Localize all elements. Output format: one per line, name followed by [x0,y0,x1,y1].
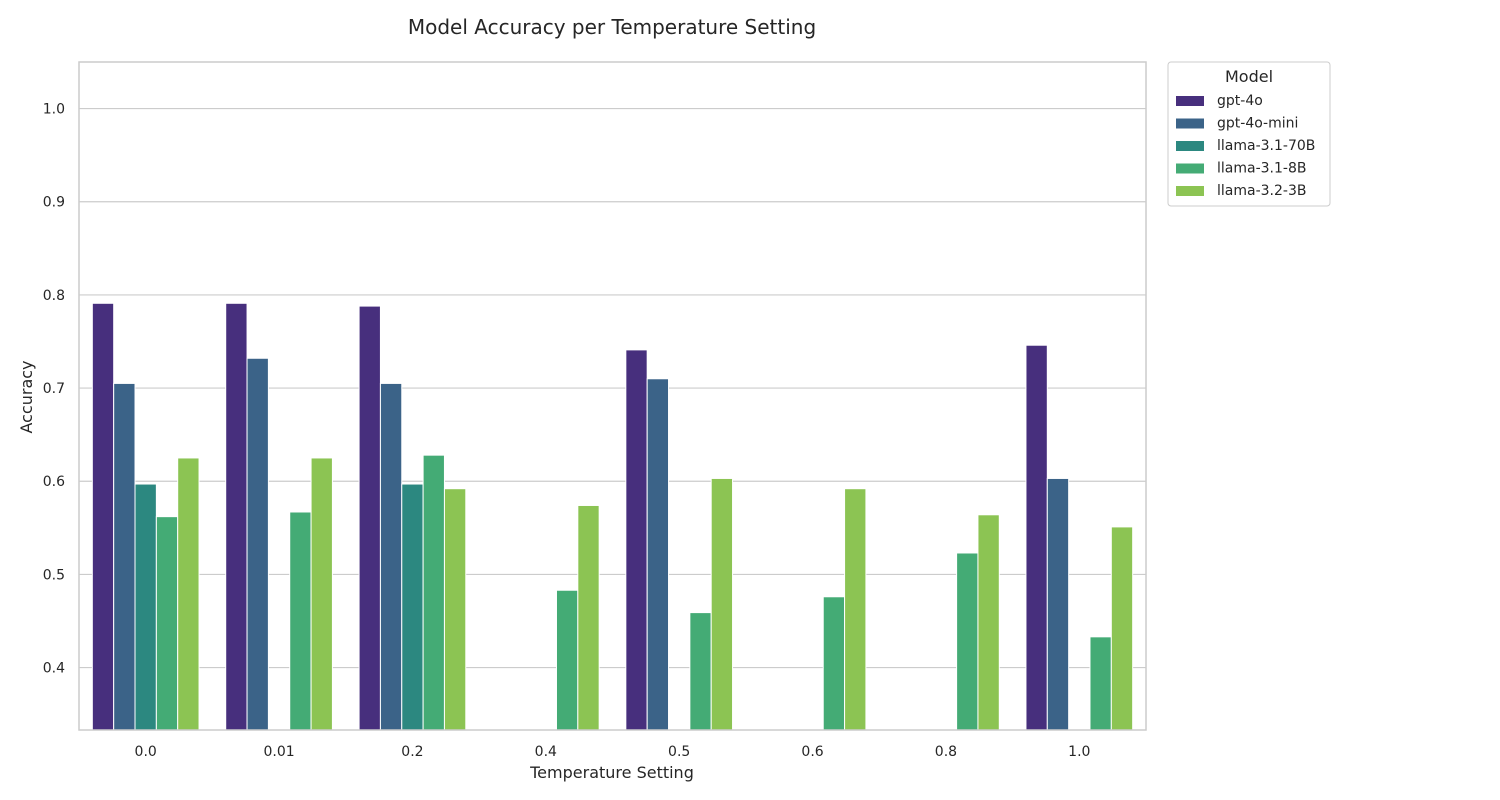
legend-label: gpt-4o [1217,93,1263,109]
x-tick-label: 0.5 [668,744,690,760]
legend-label: llama-3.1-70B [1217,138,1315,154]
bar-llama-3.1-8B-0.2 [422,454,445,731]
x-tick-label: 1.0 [1068,744,1090,760]
bar-llama-3.2-3B-0.01 [310,457,333,731]
legend-swatch [1176,186,1204,196]
y-tick-label: 1.0 [43,102,65,118]
bar-gpt-4o-0.01 [225,302,248,731]
y-tick-label: 0.7 [43,381,65,397]
legend-swatch [1176,141,1204,151]
bar-llama-3.1-8B-0.5 [689,612,712,731]
x-tick-label: 0.0 [135,744,157,760]
y-tick-label: 0.8 [43,288,65,304]
bar-llama-3.2-3B-0.5 [710,477,734,731]
bar-llama-3.1-8B-0.6 [822,596,846,731]
bar-gpt-4o-mini-0.2 [379,382,403,731]
bar-llama-3.1-8B-1.0 [1089,636,1112,731]
y-axis-label: Accuracy [17,360,36,433]
legend-swatch [1176,118,1204,129]
bar-llama-3.2-3B-0.8 [977,514,1000,731]
x-ticks: 0.0 0.01 0.2 0.4 0.5 0.6 0.8 1.0 [135,744,1091,760]
bar-llama-3.1-8B-0.0 [155,516,179,731]
legend-label: gpt-4o-mini [1217,116,1298,132]
legend-swatch [1176,96,1204,106]
bar-llama-3.1-70B-0.0 [134,483,157,731]
bar-gpt-4o-mini-0.5 [646,378,670,731]
bar-llama-3.2-3B-0.6 [844,488,867,731]
x-tick-label: 0.8 [935,744,957,760]
x-tick-label: 0.01 [263,744,294,760]
bar-gpt-4o-mini-1.0 [1046,477,1070,731]
bar-llama-3.2-3B-0.4 [577,504,600,731]
legend-title: Model [1225,67,1273,86]
bar-gpt-4o-1.0 [1025,344,1048,731]
bar-gpt-4o-mini-0.0 [113,382,136,731]
x-axis-label: Temperature Setting [529,763,694,782]
bar-gpt-4o-mini-0.01 [246,357,269,731]
bar-llama-3.2-3B-0.0 [177,457,200,731]
legend-label: llama-3.1-8B [1217,161,1306,177]
bar-gpt-4o-0.0 [91,302,115,731]
bar-llama-3.2-3B-0.2 [443,488,467,731]
bar-gpt-4o-0.5 [625,349,648,731]
bar-llama-3.1-8B-0.01 [289,511,312,731]
bars [91,302,1134,731]
y-tick-label: 0.4 [43,661,65,677]
legend-swatch [1176,163,1204,174]
chart-title: Model Accuracy per Temperature Setting [408,15,816,39]
x-tick-label: 0.2 [401,744,423,760]
bar-llama-3.1-8B-0.4 [555,589,579,731]
legend-frame [1167,61,1331,207]
x-tick-label: 0.6 [801,744,823,760]
y-tick-label: 0.9 [43,195,65,211]
y-ticks: 0.4 0.5 0.6 0.7 0.8 0.9 1.0 [43,102,65,677]
legend-label: llama-3.2-3B [1217,183,1306,199]
plot-frame [78,61,1147,731]
legend: Model gpt-4o gpt-4o-mini llama-3.1-70B llam… [1167,61,1331,207]
bar-llama-3.1-8B-0.8 [956,552,979,731]
bar-llama-3.1-70B-0.2 [401,483,424,731]
y-tick-label: 0.6 [43,474,65,490]
y-tick-label: 0.5 [43,567,65,583]
bar-gpt-4o-0.2 [358,305,381,731]
x-tick-label: 0.4 [535,744,557,760]
bar-llama-3.2-3B-1.0 [1110,526,1134,731]
